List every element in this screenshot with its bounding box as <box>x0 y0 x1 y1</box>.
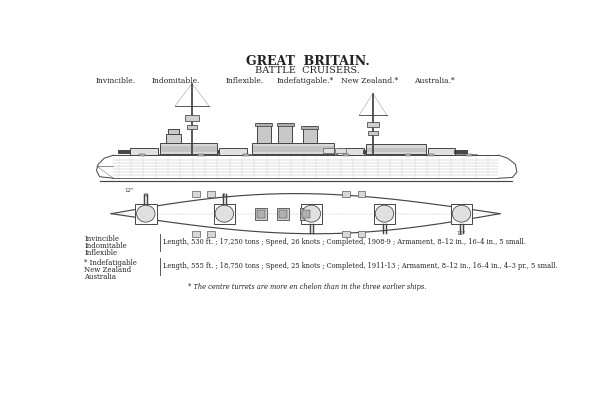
Text: New Zealand: New Zealand <box>84 266 131 274</box>
Text: Australia: Australia <box>84 273 116 281</box>
Bar <box>168 129 179 134</box>
Bar <box>192 231 200 237</box>
Text: Indomitable: Indomitable <box>84 242 127 250</box>
Bar <box>358 190 365 197</box>
Bar <box>301 126 318 129</box>
Text: 4': 4' <box>143 193 148 198</box>
Bar <box>323 148 334 153</box>
Bar <box>187 125 197 129</box>
Bar <box>139 154 145 156</box>
Bar <box>135 204 157 224</box>
Text: Australia.*: Australia.* <box>414 77 455 85</box>
Bar <box>279 210 287 217</box>
Bar <box>255 207 268 220</box>
Bar <box>374 204 395 224</box>
Bar <box>185 115 199 120</box>
Bar <box>358 231 365 237</box>
Bar <box>335 148 346 153</box>
Bar <box>342 231 350 237</box>
Bar <box>303 126 317 143</box>
Bar <box>208 231 215 237</box>
Ellipse shape <box>375 205 394 222</box>
Text: BATTLE  CRUISERS.: BATTLE CRUISERS. <box>255 66 360 75</box>
Text: 3: 3 <box>349 149 352 154</box>
Bar <box>428 154 434 156</box>
Text: Inflexible: Inflexible <box>84 249 118 257</box>
Bar <box>255 123 272 126</box>
Bar <box>428 148 455 155</box>
Bar <box>198 154 205 156</box>
Bar <box>166 134 181 143</box>
Bar <box>219 148 247 155</box>
Text: Invincible: Invincible <box>84 235 119 243</box>
Bar <box>367 122 379 128</box>
Text: 4: 4 <box>440 149 443 154</box>
Bar <box>277 207 289 220</box>
Text: * Indefatigable: * Indefatigable <box>84 259 137 267</box>
Bar <box>277 123 293 126</box>
Text: Invincible.: Invincible. <box>96 77 136 85</box>
Text: Indomitable.: Indomitable. <box>152 77 200 85</box>
Text: 4': 4' <box>222 193 227 198</box>
Bar <box>366 144 426 154</box>
Ellipse shape <box>215 205 233 222</box>
Bar <box>192 190 200 197</box>
Bar <box>466 154 472 156</box>
Text: Inflexible.: Inflexible. <box>226 77 264 85</box>
Bar <box>404 154 410 156</box>
Bar <box>342 190 350 197</box>
Bar <box>301 204 322 224</box>
Ellipse shape <box>137 205 155 222</box>
Bar <box>208 190 215 197</box>
Bar <box>368 131 377 135</box>
Bar <box>451 204 472 224</box>
Text: 2: 2 <box>231 149 235 154</box>
Bar <box>214 204 235 224</box>
Bar <box>337 148 364 155</box>
Ellipse shape <box>302 205 320 222</box>
Bar <box>130 148 158 155</box>
Bar <box>302 210 310 217</box>
Text: Length, 555 ft. ; 18,750 tons ; Speed, 25 knots ; Completed, 1911-13 ; Armament,: Length, 555 ft. ; 18,750 tons ; Speed, 2… <box>163 262 557 270</box>
Bar <box>343 154 349 156</box>
Bar <box>257 210 265 217</box>
Text: * The centre turrets are more en chelon than in the three earlier ships.: * The centre turrets are more en chelon … <box>188 283 427 291</box>
Text: New Zealand.*: New Zealand.* <box>341 77 398 85</box>
Bar <box>160 143 217 154</box>
Text: 1: 1 <box>143 149 146 154</box>
Text: 12": 12" <box>124 188 134 193</box>
Ellipse shape <box>452 205 471 222</box>
Text: Indefatigable.*: Indefatigable.* <box>277 77 334 85</box>
Bar <box>278 123 292 143</box>
Text: GREAT  BRITAIN.: GREAT BRITAIN. <box>245 55 370 68</box>
Bar <box>243 154 249 156</box>
Text: Length, 530 ft. ; 17,250 tons ; Speed, 26 knots ; Completed, 1908-9 ; Armament, : Length, 530 ft. ; 17,250 tons ; Speed, 2… <box>163 238 526 246</box>
Bar <box>252 143 334 154</box>
Text: 12": 12" <box>457 231 466 236</box>
Bar <box>257 123 271 143</box>
Bar <box>300 207 312 220</box>
